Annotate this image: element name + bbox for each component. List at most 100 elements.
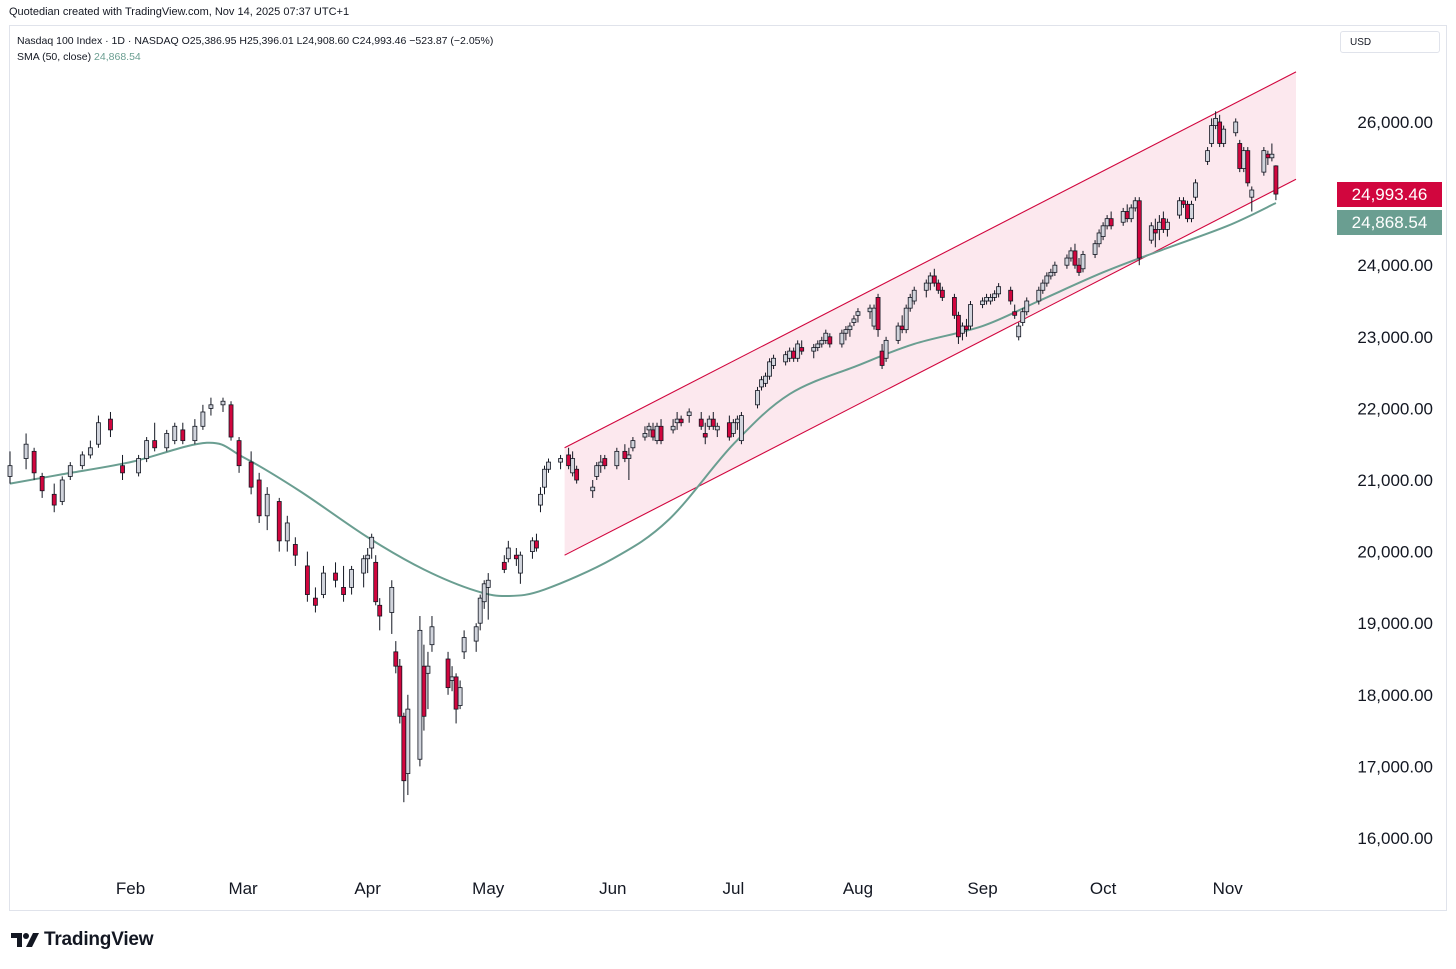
- candle: [1008, 286, 1014, 305]
- x-axis-label: Feb: [116, 879, 145, 898]
- candle-body: [417, 629, 423, 760]
- candle-body: [1044, 275, 1050, 284]
- candle-body: [654, 425, 660, 442]
- candle-body: [7, 465, 13, 477]
- candle-body: [276, 501, 282, 542]
- candle-body: [1245, 150, 1251, 184]
- candle-body: [819, 339, 825, 345]
- candle-body: [875, 297, 881, 331]
- candle-body: [1177, 200, 1182, 216]
- candle-body: [369, 536, 375, 549]
- candle-body: [851, 318, 857, 323]
- candle-body: [827, 336, 833, 345]
- candle-body: [1156, 221, 1162, 230]
- candle: [67, 462, 73, 480]
- candle-body: [759, 379, 764, 388]
- candle-body: [481, 583, 487, 603]
- candle-body: [911, 289, 917, 302]
- candle-body: [847, 325, 853, 331]
- tradingview-brand[interactable]: TradingView: [11, 928, 154, 952]
- currency-button[interactable]: USD: [1340, 31, 1440, 53]
- sma-line: [9, 202, 1277, 598]
- candle: [473, 623, 479, 652]
- candle-body: [1249, 189, 1255, 198]
- candle: [313, 587, 318, 613]
- candle: [992, 290, 997, 301]
- candle: [31, 447, 37, 480]
- candle-body: [1185, 203, 1190, 220]
- candle: [1052, 261, 1058, 276]
- candle: [538, 487, 543, 513]
- candle-body: [574, 468, 580, 481]
- candle: [517, 551, 523, 584]
- candle-body: [622, 450, 628, 459]
- candle: [1181, 197, 1186, 208]
- candle-body: [445, 658, 451, 689]
- candle: [767, 358, 772, 380]
- candle: [590, 480, 596, 498]
- candle-body: [698, 418, 704, 427]
- candle: [1148, 222, 1154, 244]
- candle: [425, 651, 431, 710]
- candle-body: [1108, 218, 1114, 227]
- candle: [284, 515, 290, 552]
- candle: [1269, 143, 1275, 162]
- candle-body: [513, 554, 519, 560]
- candle-body: [365, 554, 371, 560]
- x-axis-label: Aug: [843, 879, 873, 898]
- candle-body: [1092, 243, 1098, 255]
- candle-body: [505, 547, 511, 560]
- candle: [819, 336, 825, 348]
- candle-body: [952, 297, 957, 316]
- candle: [678, 415, 684, 427]
- candle: [152, 422, 158, 452]
- candle: [1237, 139, 1243, 173]
- candle-body: [570, 458, 576, 474]
- candle-body: [449, 676, 455, 681]
- x-axis-label: Apr: [354, 879, 381, 898]
- candle-body: [248, 461, 254, 488]
- candle-body: [1072, 250, 1078, 266]
- candle-body: [968, 304, 973, 327]
- candle-body: [935, 282, 941, 291]
- candle-body: [377, 604, 383, 617]
- candle-body: [1221, 128, 1227, 144]
- candle-body: [1152, 228, 1158, 234]
- candle: [1261, 147, 1267, 176]
- candle-body: [321, 572, 326, 595]
- candle: [477, 594, 483, 631]
- candle-body: [1080, 254, 1086, 270]
- candle-body: [477, 597, 483, 624]
- candle: [935, 279, 941, 294]
- y-axis-label: 23,000.00: [1357, 328, 1433, 347]
- candle-body: [517, 554, 523, 574]
- candle-body: [1128, 207, 1134, 220]
- candle-body: [1100, 225, 1106, 237]
- candle: [236, 437, 242, 473]
- candle-body: [1020, 311, 1026, 323]
- candle: [855, 308, 861, 323]
- candle-body: [903, 307, 909, 331]
- candle: [1249, 186, 1255, 212]
- candle-body: [120, 465, 125, 474]
- candle-body: [1008, 289, 1014, 302]
- candle-body: [172, 425, 178, 442]
- candle: [1036, 286, 1042, 305]
- candle-body: [767, 361, 772, 377]
- candle-body: [646, 425, 652, 431]
- sma-price-tag: 24,868.54: [1337, 210, 1442, 235]
- candle-body: [650, 429, 656, 438]
- candle: [686, 408, 692, 423]
- candle: [377, 598, 383, 631]
- candle-body: [763, 375, 768, 384]
- candle-body: [421, 665, 427, 717]
- candle-body: [256, 479, 262, 517]
- candle: [1064, 254, 1070, 269]
- candle-body: [1217, 121, 1223, 144]
- candle-body: [1269, 153, 1275, 159]
- candle-body: [1209, 125, 1215, 144]
- candle-body: [730, 422, 736, 434]
- candle-body: [200, 411, 206, 427]
- candle-body: [931, 275, 937, 284]
